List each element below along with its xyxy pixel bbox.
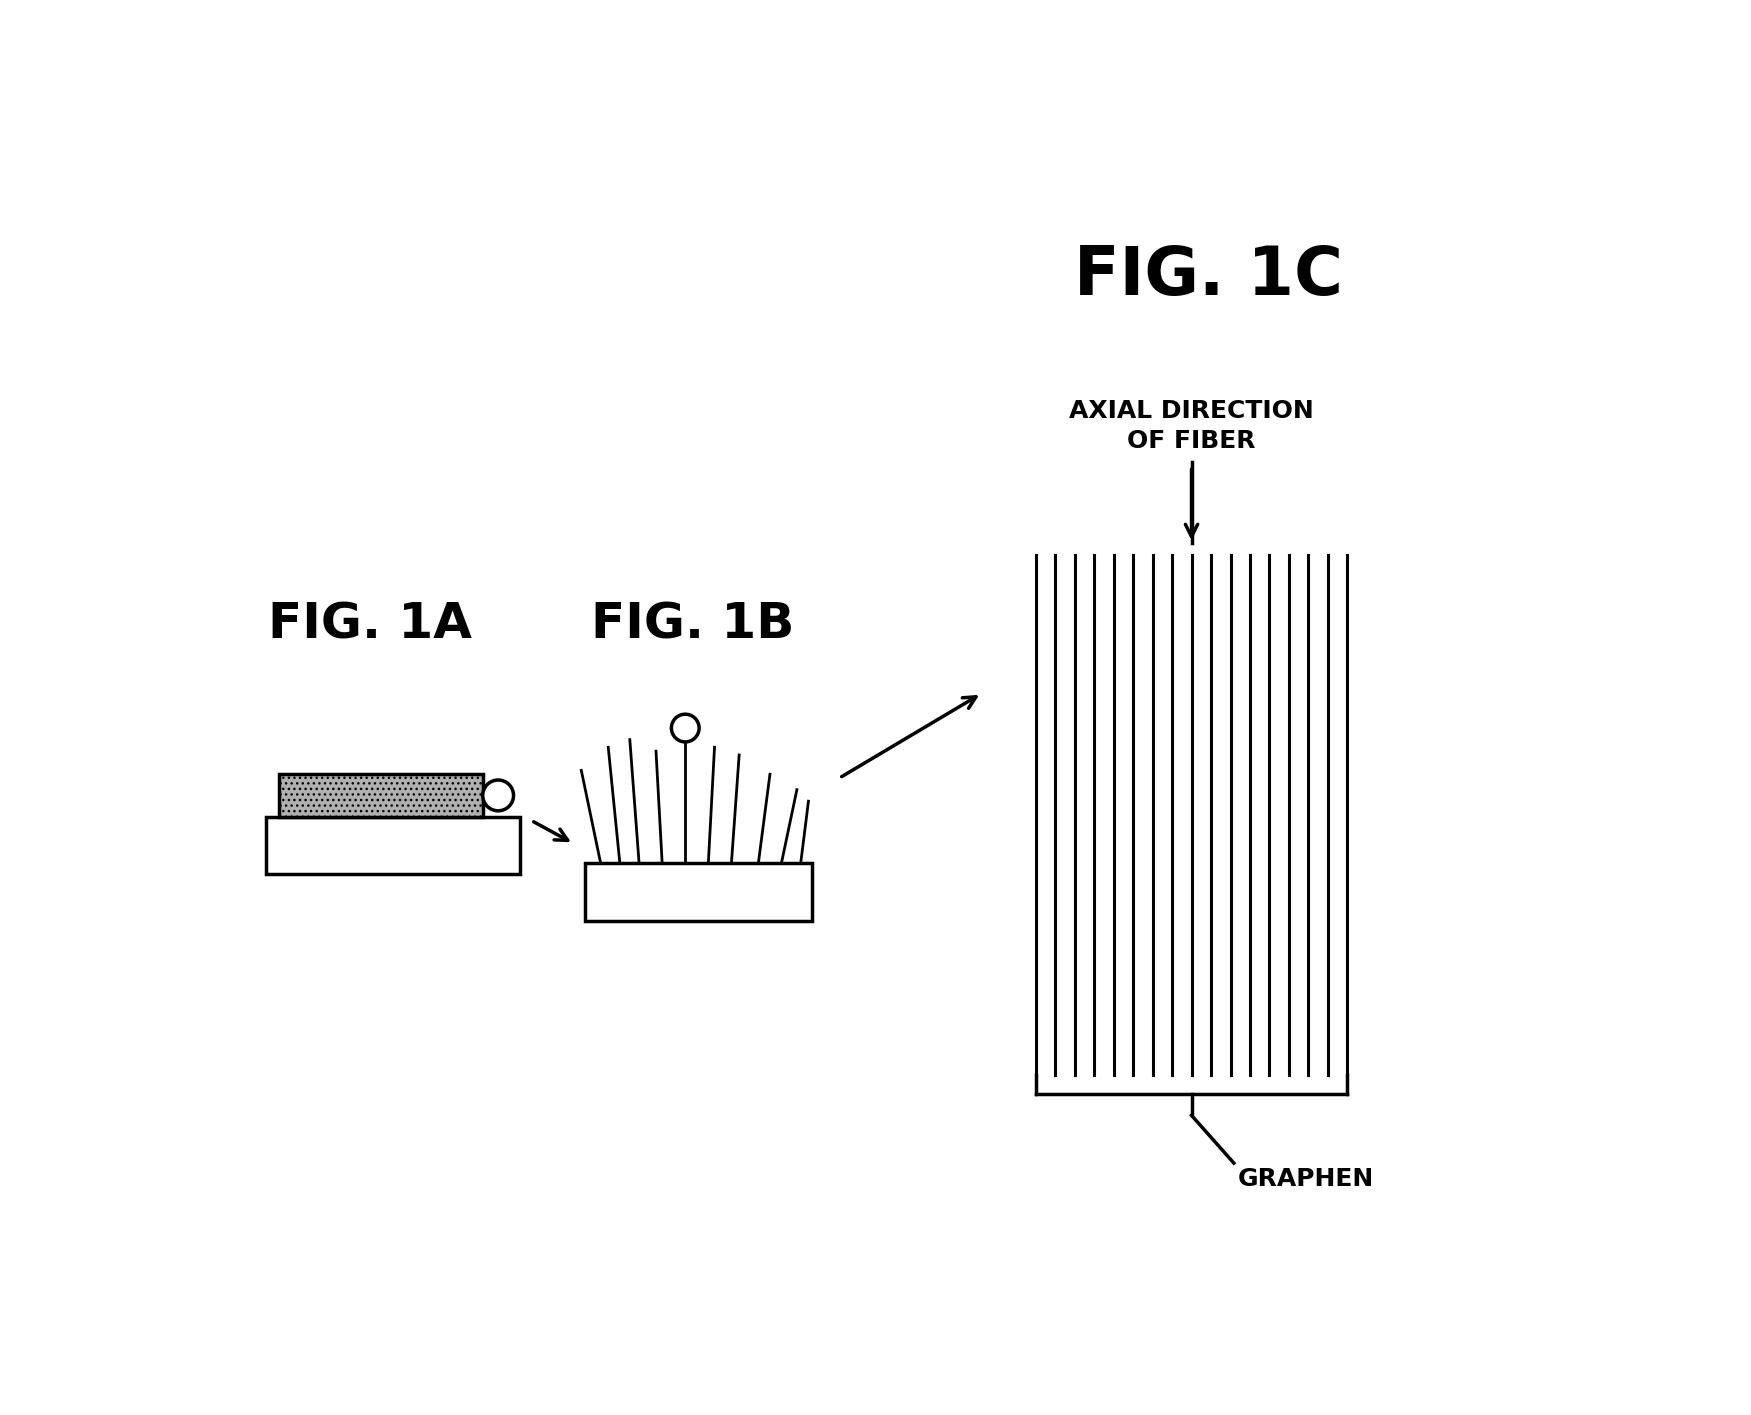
Text: GRAPHEN: GRAPHEN (1238, 1167, 1375, 1191)
Bar (266, 816, 520, 874)
Text: FIG. 1B: FIG. 1B (592, 601, 795, 649)
Circle shape (483, 780, 513, 811)
Circle shape (671, 715, 699, 741)
Bar (585, 863, 812, 921)
Text: FIG. 1C: FIG. 1C (1075, 243, 1343, 308)
Bar (278, 774, 483, 816)
Text: AXIAL DIRECTION
OF FIBER: AXIAL DIRECTION OF FIBER (1070, 399, 1313, 453)
Text: FIG. 1A: FIG. 1A (268, 601, 471, 649)
